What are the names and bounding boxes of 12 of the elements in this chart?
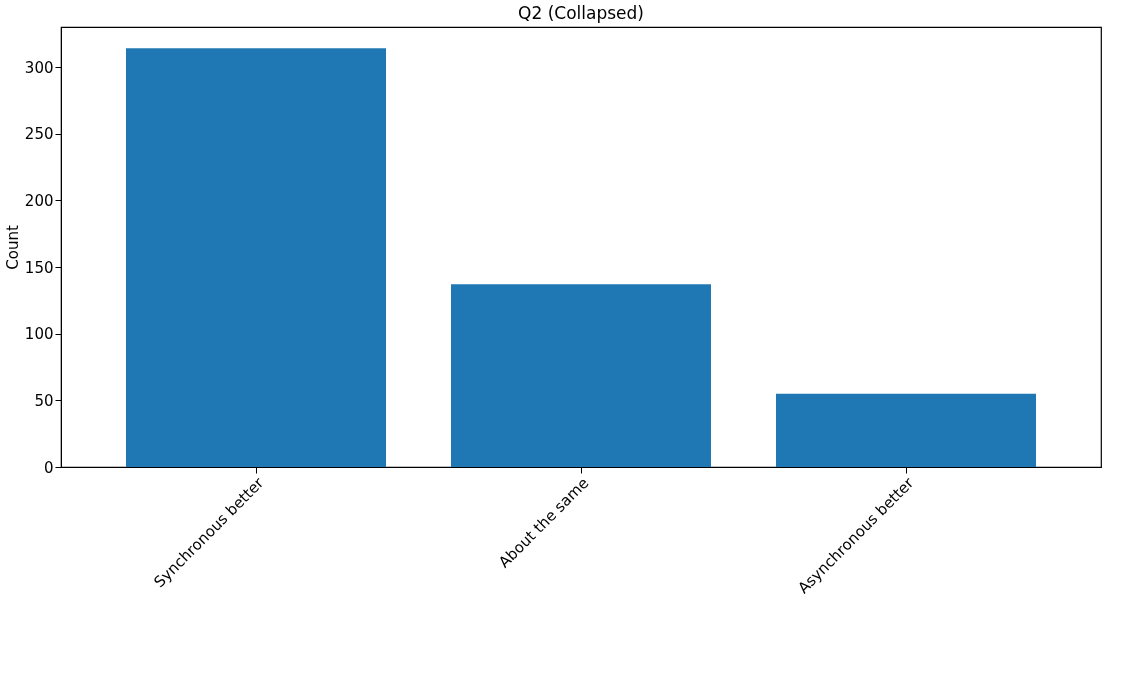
y-tick-label: 100 [24,325,54,344]
y-tick-label: 200 [24,191,54,210]
y-tick-label: 50 [34,391,54,410]
y-tick-label: 150 [24,258,54,277]
y-tick-label: 300 [24,58,54,77]
bar [776,393,1036,467]
chart-title: Q2 (Collapsed) [518,3,644,23]
bar [451,284,711,467]
y-tick-label: 0 [43,458,54,477]
y-tick-label: 250 [24,125,54,144]
bar [126,48,386,467]
y-axis-title: Count [3,225,22,270]
